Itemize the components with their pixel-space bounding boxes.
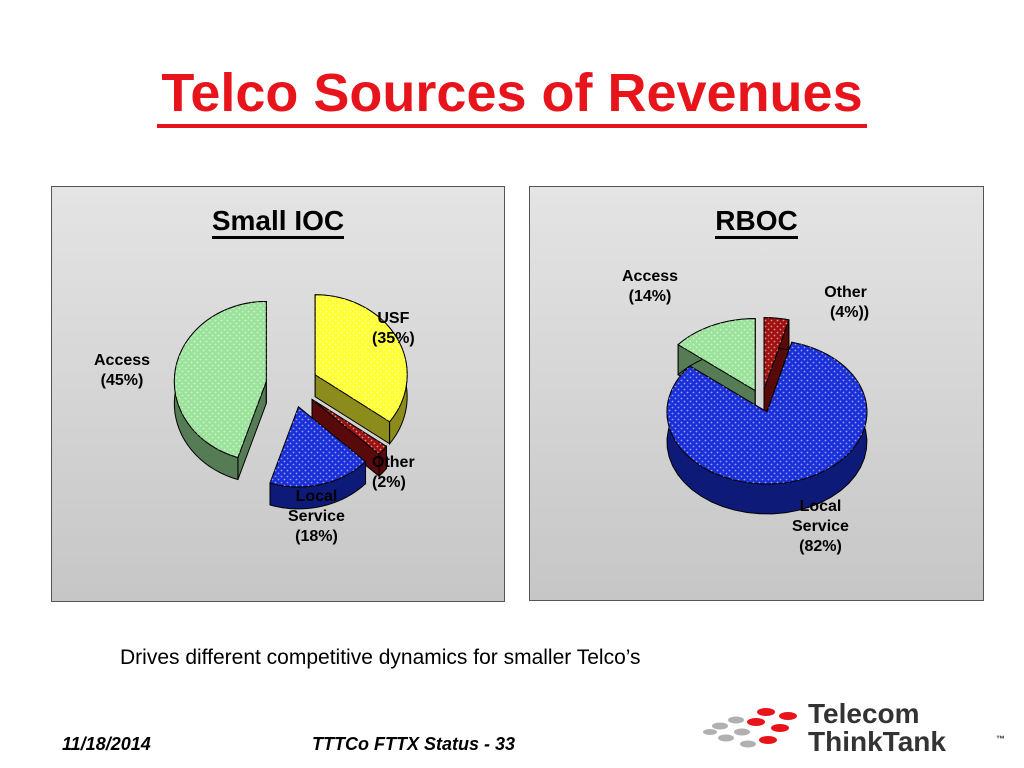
label-local-value: (82%) bbox=[799, 538, 842, 555]
rboc-chart-panel: RBOC Access (14%) Other (4%)) Local Serv… bbox=[529, 186, 984, 601]
footer-slide-number: TTTCo FTTX Status - 33 bbox=[312, 734, 516, 754]
label-local-line2: Service bbox=[288, 508, 345, 525]
chart-title: RBOC bbox=[530, 205, 983, 239]
label-other-name: Other bbox=[372, 454, 415, 471]
label-access-value: (14%) bbox=[628, 288, 672, 305]
label-local-line2: Service bbox=[792, 518, 849, 535]
pie-slice-local-service bbox=[666, 341, 868, 515]
logo-line2: ThinkTank bbox=[808, 726, 946, 757]
label-local-service: Local Service (82%) bbox=[792, 497, 849, 557]
label-other-value: (4%)) bbox=[830, 304, 870, 321]
label-local-line1: Local bbox=[295, 488, 338, 505]
label-access: Access (45%) bbox=[94, 351, 150, 391]
small-ioc-pie-chart bbox=[173, 294, 408, 510]
slide-caption: Drives different competitive dynamics fo… bbox=[120, 646, 641, 669]
chart-title: Small IOC bbox=[52, 205, 504, 239]
label-access: Access (14%) bbox=[622, 267, 678, 307]
pie-slice-other bbox=[763, 317, 790, 420]
pie-slice-other bbox=[311, 398, 388, 478]
footer-date: 11/18/2014 bbox=[62, 734, 151, 754]
logo-trademark: ™ bbox=[996, 734, 1005, 744]
slide-title-text: Telco Sources of Revenues bbox=[157, 62, 867, 128]
telecom-thinktank-logo: Telecom ThinkTank ™ bbox=[700, 700, 1010, 758]
slide-title: Telco Sources of Revenues bbox=[0, 62, 1024, 128]
label-local-service: Local Service (18%) bbox=[288, 487, 345, 547]
label-local-value: (18%) bbox=[295, 528, 338, 545]
rboc-pie-chart bbox=[666, 317, 868, 515]
label-other: Other (2%) bbox=[372, 453, 415, 493]
logo-text: Telecom ThinkTank bbox=[808, 700, 946, 756]
pie-slice-local-service bbox=[269, 405, 367, 510]
logo-dots-icon bbox=[703, 708, 797, 748]
label-other-value: (2%) bbox=[372, 474, 406, 491]
chart-title-text: Small IOC bbox=[211, 206, 345, 239]
pie-slice-usf bbox=[314, 294, 408, 446]
chart-title-text: RBOC bbox=[715, 206, 798, 239]
label-usf-value: (35%) bbox=[372, 330, 415, 347]
small-ioc-chart-panel: Small IOC USF (35%) Access (45%) Other (… bbox=[51, 186, 505, 602]
label-usf-name: USF bbox=[377, 310, 410, 327]
label-usf: USF (35%) bbox=[372, 309, 415, 349]
label-access-value: (45%) bbox=[100, 372, 144, 389]
label-other-name: Other bbox=[824, 284, 867, 301]
label-other: Other (4%)) bbox=[822, 283, 869, 323]
pie-slice-access bbox=[173, 300, 267, 481]
logo-line1: Telecom bbox=[808, 698, 920, 729]
label-access-name: Access bbox=[94, 352, 151, 369]
label-local-line1: Local bbox=[799, 498, 842, 515]
label-access-name: Access bbox=[622, 268, 679, 285]
